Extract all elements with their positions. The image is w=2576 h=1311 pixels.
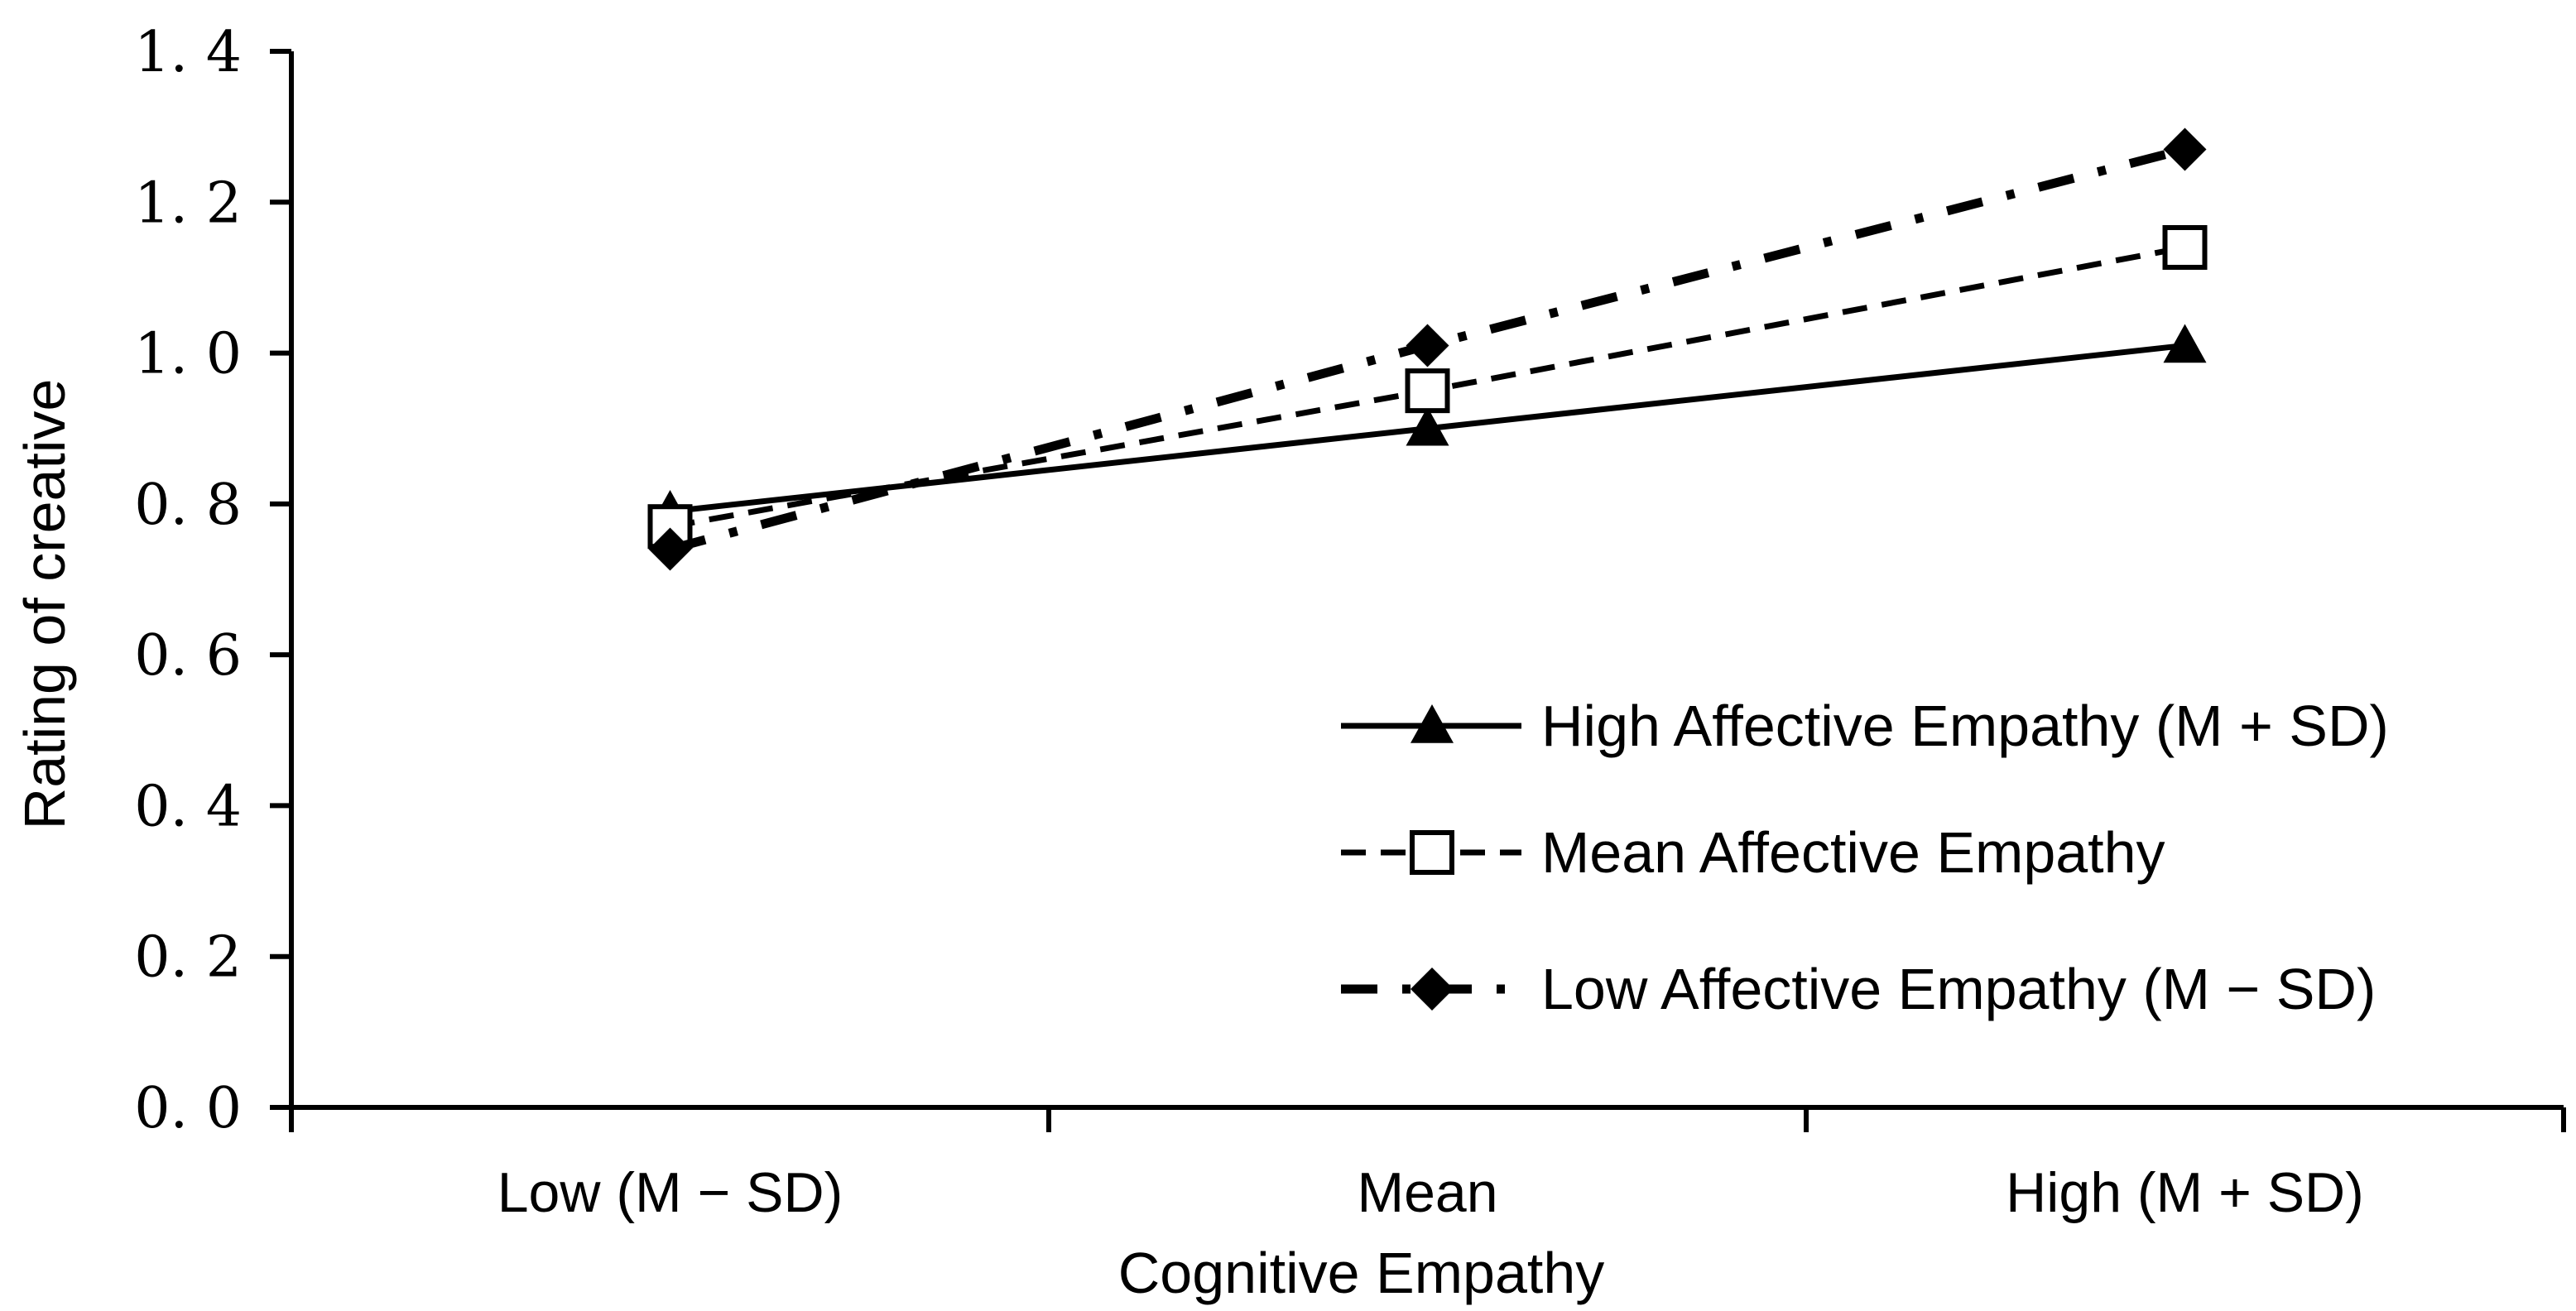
data-point — [1405, 368, 1450, 414]
legend-marker — [1411, 704, 1454, 743]
series-layer — [647, 127, 2208, 571]
y-tick-label: 0. 4 — [134, 774, 242, 839]
y-tick-label: 1. 4 — [134, 20, 242, 85]
series-3 — [648, 127, 2207, 571]
y-tick-label: 0. 6 — [134, 623, 242, 689]
legend-label: Low Affective Empathy (M − SD) — [1541, 957, 2376, 1021]
x-tick-label: High (M + SD) — [2006, 1161, 2364, 1224]
y-tick-label: 0. 8 — [134, 473, 242, 538]
legend-item: High Affective Empathy (M + SD) — [1341, 694, 2389, 758]
x-axis-label: Cognitive Empathy — [1118, 1241, 1605, 1305]
data-point — [2163, 324, 2207, 363]
y-tick-label: 1. 0 — [134, 322, 242, 387]
legend: High Affective Empathy (M + SD) Mean Affe… — [1341, 694, 2389, 1021]
x-tick-label: Mean — [1357, 1161, 1497, 1224]
y-axis-label: Rating of creative — [12, 379, 77, 830]
legend-label: Mean Affective Empathy — [1541, 820, 2165, 885]
series-2 — [647, 224, 2208, 550]
y-tick-label: 0. 0 — [134, 1076, 242, 1141]
data-point — [2162, 224, 2208, 270]
x-tick-label: Low (M − SD) — [497, 1161, 843, 1224]
legend-label: High Affective Empathy (M + SD) — [1541, 694, 2389, 758]
data-point — [648, 527, 692, 571]
y-tick-label: 1. 2 — [134, 170, 242, 236]
legend-item: Low Affective Empathy (M − SD) — [1341, 957, 2376, 1021]
legend-item: Mean Affective Empathy — [1341, 820, 2165, 885]
axes: 0. 0 0. 2 0. 4 0. 6 0. 8 1. 0 1. 2 1. 4 Low (M −… — [134, 20, 2566, 1224]
data-point — [2163, 127, 2207, 171]
data-point — [1406, 406, 1449, 446]
data-point — [1406, 324, 1449, 367]
legend-marker — [1410, 830, 1454, 875]
legend-marker — [1411, 968, 1454, 1011]
y-tick-label: 0. 2 — [134, 925, 242, 991]
